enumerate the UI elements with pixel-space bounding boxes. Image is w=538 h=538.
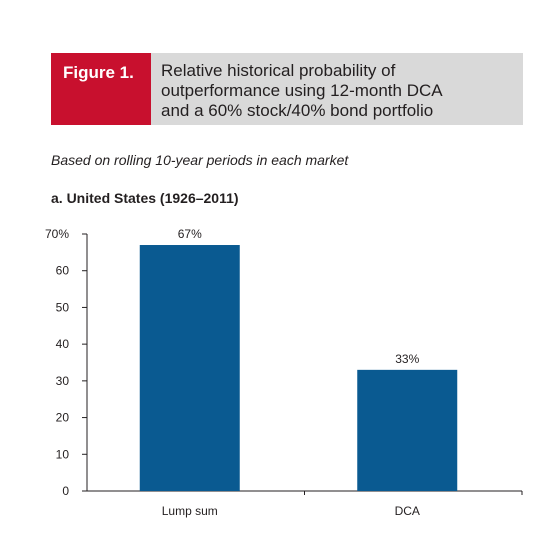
figure-number-tag: Figure 1. [51, 53, 151, 125]
y-tick-label: 70% [45, 227, 69, 241]
figure-title: Relative historical probability of outpe… [161, 61, 443, 120]
x-category-label: Lump sum [162, 504, 218, 518]
y-tick-label: 0 [62, 484, 69, 498]
y-tick-label: 30 [56, 374, 70, 388]
x-category-label: DCA [395, 504, 420, 518]
y-tick-label: 50 [56, 300, 70, 314]
y-tick-label: 10 [56, 447, 70, 461]
y-tick-label: 40 [56, 337, 70, 351]
bar-data-label: 33% [395, 352, 419, 366]
bar [139, 245, 240, 491]
y-tick-label: 60 [56, 264, 70, 278]
bar-data-label: 67% [178, 227, 202, 241]
figure-subtitle: Based on rolling 10-year periods in each… [51, 152, 349, 168]
bars: 67% 33% [139, 227, 458, 491]
x-axis: Lump sum DCA [87, 490, 523, 518]
bar [357, 369, 458, 491]
y-axis: 0 10 20 30 40 50 60 70% [45, 227, 88, 498]
panel-title: a. United States (1926–2011) [51, 190, 239, 206]
y-tick-label: 20 [56, 411, 70, 425]
